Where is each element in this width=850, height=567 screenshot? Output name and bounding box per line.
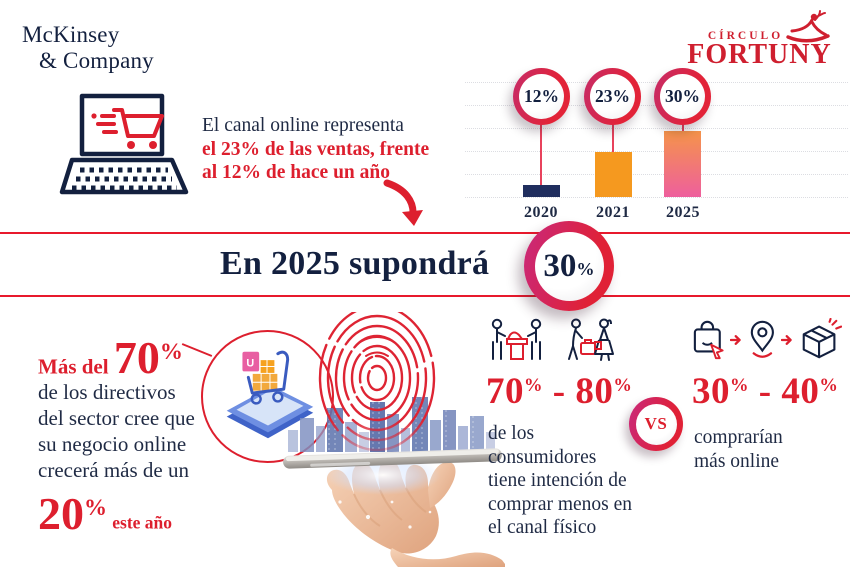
banner-band [0,232,850,297]
arrow-down-icon [383,179,423,226]
physical-range: 70% - 80% [486,371,633,412]
shopping-bag-cursor-icon [693,320,724,360]
chart-year-2025: 2025 [666,204,700,221]
online-line1: comprarían [694,427,783,448]
vs-badge: VS [629,397,683,451]
chart-badge-2025-label: 30% [660,74,705,119]
intro-line2: el 23% de las ventas, frente [202,138,430,160]
online-body: comprarían más online [694,426,783,473]
fortuny-logo-top: CÍRCULO [707,30,784,42]
chart-badge-2020: 12% [513,68,570,125]
phone-cart-illustration: U [226,350,313,438]
sparkles [338,500,432,542]
fortuny-logo: CÍRCULO FORTUNY [687,8,832,70]
gridline [465,128,848,129]
location-pin-icon [750,320,774,358]
chart-year-2020: 2020 [524,204,558,221]
physical-line3: tiene intención de [488,470,627,491]
directors-line2: del sector cree que [38,406,195,431]
physical-line5: el canal físico [488,517,597,538]
mckinsey-logo-line2: & Company [39,48,154,73]
directors-value2: 20% [38,487,107,539]
physical-body: de los consumidores tiene intención de c… [488,422,632,540]
arrow-right-icon [730,335,742,345]
fortuny-logo-bottom: FORTUNY [687,39,832,70]
bar-chart: 12% 23% 30% 2020 2021 2025 [465,60,848,222]
banner-30pct-badge: 30% [524,221,614,311]
online-range: 30% - 40% [692,371,839,412]
shoppers-icon [568,318,614,361]
directors-line4: crecerá más de un [38,458,189,483]
tablet [283,448,502,469]
directors-value1: 70% [113,332,183,384]
intro-text: El canal online representa el 23% de las… [202,114,429,185]
store-counter-icon [491,318,542,360]
chart-badge-2020-label: 12% [519,74,564,119]
intro-line1: El canal online representa [202,115,404,136]
online-line2: más online [694,450,780,472]
gridline [465,151,848,152]
vs-label: VS [635,403,677,445]
mckinsey-logo: McKinsey & Company [22,22,154,74]
intro-line3: al 12% de hace un año [202,162,390,183]
package-icon [802,318,843,359]
physical-channel-block: 70% - 80% de los consumidores tiene inte… [486,318,648,538]
laptop-cart-icon [59,93,189,195]
directors-block: Más del 70% de los directivos del sector… [38,332,233,536]
chart-year-2021: 2021 [596,204,630,221]
directors-line3: su negocio online [38,432,187,457]
hand-tablet-hologram-art [283,312,505,567]
chart-bar-2020 [523,185,560,197]
chart-stem [540,122,542,188]
banner-value: 30 [543,247,577,284]
online-channel-block: 30% - 40% comprarían más online [692,318,843,472]
cart-glyph [91,108,164,149]
chart-bar-2021 [595,152,632,197]
banner-unit: % [576,258,595,279]
banner-30pct-label: 30% [534,231,604,301]
arrow-right-icon [780,335,792,345]
directors-tail: este año [112,512,173,533]
svg-text:U: U [246,357,254,369]
banner-text: En 2025 supondrá [220,245,490,282]
physical-line4: comprar menos en [488,493,633,515]
chart-badge-2021-label: 23% [590,74,635,119]
physical-line2: consumidores [488,446,597,468]
directors-lead: Más del [38,354,109,379]
fortuny-figure-icon [786,10,830,43]
fingerprint [318,312,436,452]
mckinsey-logo-line1: McKinsey [22,22,120,47]
chart-badge-2025: 30% [654,68,711,125]
chart-bar-2025 [664,131,701,197]
gridline [465,174,848,175]
directors-line1: de los directivos [38,380,176,405]
gridline [465,197,848,198]
physical-line1: de los [488,423,535,444]
chart-badge-2021: 23% [584,68,641,125]
